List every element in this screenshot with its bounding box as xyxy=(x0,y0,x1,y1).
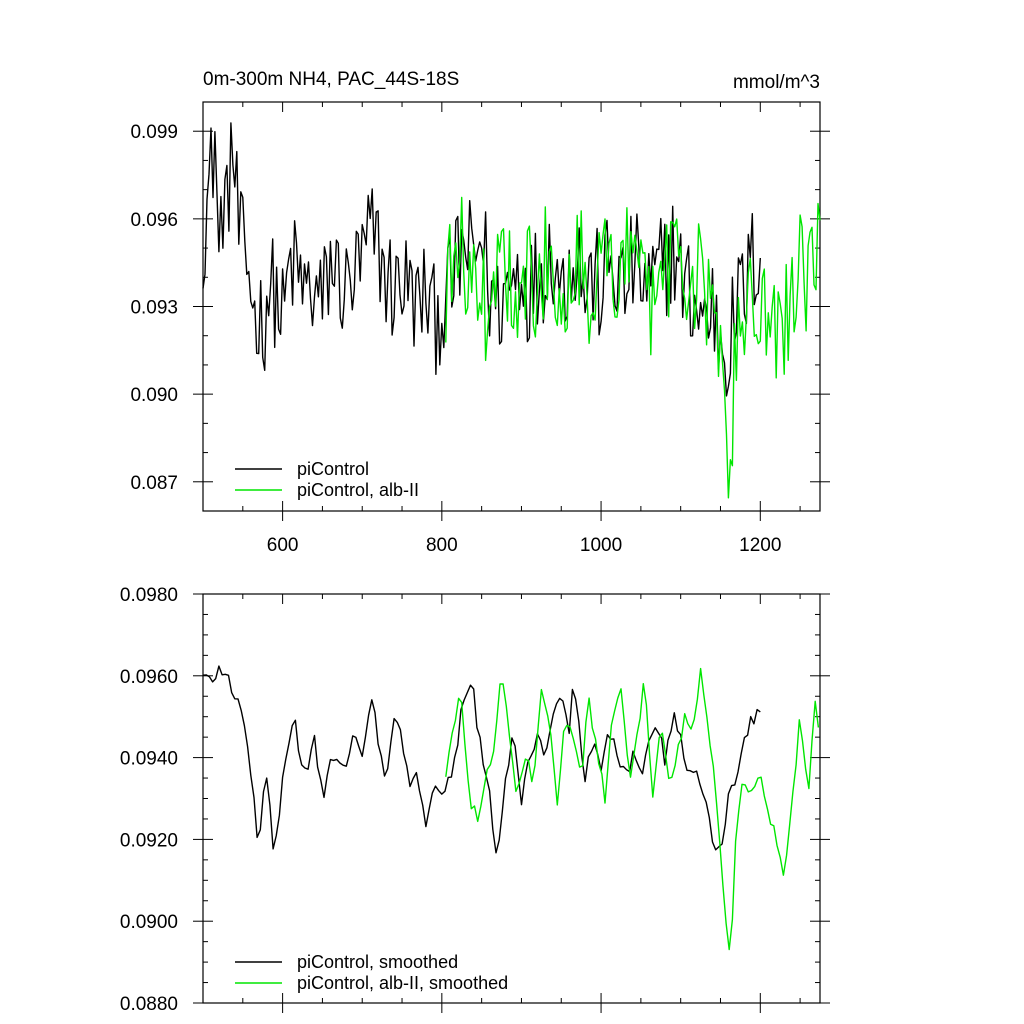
y-tick-label-0-090: 0.090 xyxy=(130,385,178,406)
legend-label-picontrol: piControl xyxy=(297,459,369,479)
series-line-picontrol-alb-ii xyxy=(445,196,821,499)
units-label: mmol/m^3 xyxy=(733,72,820,93)
series-line-picontrol xyxy=(202,122,761,397)
bottom-chart-panel: 0.0880 0.0900 0.0920 0.0940 0.0960 0.0980 piC… xyxy=(120,585,830,1015)
series-line-picontrol-smoothed xyxy=(202,665,761,854)
legend-label-picontrol-smoothed: piControl, smoothed xyxy=(297,952,458,972)
x-tick-label-1000: 1000 xyxy=(580,535,622,556)
top-chart-panel: 0m-300m NH4, PAC_44S-18S mmol/m^3 600 800… xyxy=(130,69,830,556)
y-tick-label-0-0900: 0.0900 xyxy=(120,912,178,933)
x-tick-label-800: 800 xyxy=(426,535,458,556)
y-tick-label-0-0940: 0.0940 xyxy=(120,749,178,770)
series-line-picontrol-alb-ii-smoothed xyxy=(445,667,820,951)
y-tick-label-0-087: 0.087 xyxy=(130,473,178,494)
bottom-series-lines xyxy=(202,665,820,951)
y-tick-label-0-0960: 0.0960 xyxy=(120,667,178,688)
y-tick-label-0-093: 0.093 xyxy=(130,298,178,319)
y-tick-label-0-099: 0.099 xyxy=(130,122,178,143)
legend-label-picontrol-alb-ii-smoothed: piControl, alb-II, smoothed xyxy=(297,973,508,993)
y-tick-label-0-096: 0.096 xyxy=(130,210,178,231)
legend-label-picontrol-alb-ii: piControl, alb-II xyxy=(297,480,419,500)
y-tick-label-0-0880: 0.0880 xyxy=(120,994,178,1015)
top-axis-ticks: 600 800 1000 1200 0.087 0.090 0.093 0.096 0.099 xyxy=(130,101,830,556)
top-legend: piControl piControl, alb-II xyxy=(235,459,419,500)
x-tick-label-1200: 1200 xyxy=(739,535,781,556)
bottom-axis-ticks: 0.0880 0.0900 0.0920 0.0940 0.0960 0.0980 xyxy=(120,585,830,1015)
top-series-lines xyxy=(202,122,821,499)
y-tick-label-0-0980: 0.0980 xyxy=(120,585,178,606)
x-tick-label-600: 600 xyxy=(267,535,299,556)
chart-title: 0m-300m NH4, PAC_44S-18S xyxy=(203,69,459,90)
y-tick-label-0-0920: 0.0920 xyxy=(120,830,178,851)
bottom-legend: piControl, smoothed piControl, alb-II, s… xyxy=(235,952,508,993)
